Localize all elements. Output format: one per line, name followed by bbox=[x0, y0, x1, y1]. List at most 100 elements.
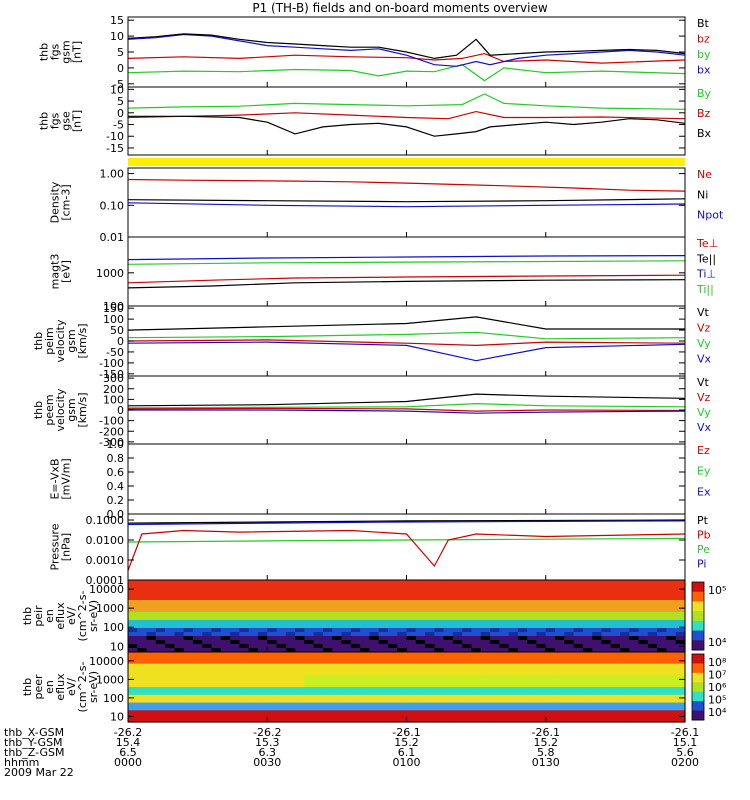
spectrogram-cell bbox=[230, 600, 240, 605]
spectrogram-cell bbox=[174, 710, 185, 715]
spectrogram-cell bbox=[165, 608, 176, 613]
spectrogram-cell bbox=[397, 655, 408, 661]
spectrogram-cell bbox=[647, 663, 658, 669]
spectrogram-cell bbox=[211, 596, 222, 601]
spectrogram-cell bbox=[638, 714, 649, 719]
spectrogram-cell bbox=[480, 632, 491, 637]
spectrogram-cell bbox=[165, 640, 176, 645]
spectrogram-cell bbox=[508, 718, 519, 723]
spectrogram-cell bbox=[582, 624, 593, 629]
spectrogram-cell bbox=[620, 679, 630, 684]
spectrogram-cell bbox=[276, 628, 287, 633]
spectrogram-cell bbox=[295, 644, 305, 649]
spectrogram-cell bbox=[267, 628, 278, 633]
spectrogram-cell bbox=[517, 679, 528, 684]
spectrogram-cell bbox=[462, 652, 473, 657]
spectrogram-cell bbox=[406, 667, 417, 673]
spectrogram-cell bbox=[350, 600, 361, 605]
spectrogram-cell bbox=[425, 620, 435, 625]
spectrogram-cell bbox=[387, 718, 398, 723]
spectrogram-cell bbox=[647, 667, 658, 673]
spectrogram-cell bbox=[137, 636, 148, 641]
spectrogram-cell bbox=[397, 588, 408, 593]
spectrogram-cell bbox=[295, 580, 305, 585]
spectrogram-cell bbox=[165, 679, 176, 684]
spectrogram-cell bbox=[165, 604, 176, 609]
spectrogram-cell bbox=[434, 644, 445, 649]
panel-frame bbox=[127, 86, 686, 156]
spectrogram-cell bbox=[545, 648, 556, 653]
spectrogram-cell bbox=[360, 640, 370, 645]
spectrogram-cell bbox=[285, 652, 296, 657]
spectrogram-cell bbox=[573, 588, 584, 593]
spectrogram-cell bbox=[508, 714, 519, 719]
spectrogram-cell bbox=[462, 659, 473, 665]
spectrogram-cell bbox=[378, 608, 389, 613]
spectrogram-cell bbox=[592, 636, 603, 641]
spectrogram-cell bbox=[555, 710, 565, 715]
spectrogram-cell bbox=[462, 592, 473, 597]
spectrogram-cell bbox=[443, 592, 454, 597]
spectrogram-cell bbox=[536, 663, 547, 669]
spectrogram-cell bbox=[397, 648, 408, 653]
spectrogram-cell bbox=[406, 584, 417, 589]
spectrogram-cell bbox=[610, 675, 621, 680]
series-line-temperature-1 bbox=[127, 260, 686, 265]
spectrogram-cell bbox=[620, 675, 630, 680]
spectrogram-cell bbox=[415, 706, 426, 711]
spectrogram-cell bbox=[369, 659, 380, 665]
spectrogram-cell bbox=[657, 687, 668, 692]
spectrogram-cell bbox=[183, 612, 194, 617]
spectrogram-cell bbox=[285, 659, 296, 665]
spectrogram-cell bbox=[499, 592, 510, 597]
spectrogram-cell bbox=[480, 702, 491, 708]
spectrogram-cell bbox=[657, 655, 668, 661]
spectrogram-cell bbox=[536, 604, 547, 609]
spectrogram-cell bbox=[471, 714, 482, 719]
spectrogram-cell bbox=[555, 596, 565, 601]
spectrogram-cell bbox=[434, 612, 445, 617]
spectrogram-cell bbox=[425, 706, 435, 711]
spectrogram-cell bbox=[267, 620, 278, 625]
spectrogram-cell bbox=[202, 644, 213, 649]
spectrogram-cell bbox=[248, 710, 259, 715]
spectrogram-cell bbox=[629, 679, 640, 684]
spectrogram-cell bbox=[285, 679, 296, 684]
spectrogram-cell bbox=[267, 655, 278, 661]
spectrogram-cell bbox=[257, 640, 268, 645]
spectrogram-cell bbox=[610, 596, 621, 601]
spectrogram-cell bbox=[239, 588, 250, 593]
spectrogram-cell bbox=[332, 667, 343, 673]
spectrogram-cell bbox=[443, 648, 454, 653]
spectrogram-cell bbox=[480, 608, 491, 613]
spectrogram-cell bbox=[137, 608, 148, 613]
spectrogram-cell bbox=[304, 648, 315, 653]
spectrogram-cell bbox=[322, 608, 333, 613]
spectrogram-cell bbox=[322, 698, 333, 704]
spectrogram-cell bbox=[471, 624, 482, 629]
spectrogram-cell bbox=[555, 675, 565, 680]
spectrogram-cell bbox=[239, 687, 250, 692]
spectrogram-cell bbox=[647, 616, 658, 621]
x-row-value: -26.2 bbox=[253, 726, 281, 739]
spectrogram-cell bbox=[657, 604, 668, 609]
spectrogram-cell bbox=[174, 655, 185, 661]
spectrogram-cell bbox=[657, 620, 668, 625]
spectrogram-cell bbox=[341, 584, 352, 589]
spectrogram-cell bbox=[313, 620, 324, 625]
spectrogram-cell bbox=[638, 694, 649, 700]
spectrogram-cell bbox=[517, 612, 528, 617]
spectrogram-cell bbox=[397, 690, 408, 696]
spectrogram-cell bbox=[304, 628, 315, 633]
legend-entry: Vy bbox=[697, 406, 711, 419]
spectrogram-cell bbox=[480, 710, 491, 715]
spectrogram-cell bbox=[601, 580, 612, 585]
spectrogram-cell bbox=[638, 648, 649, 653]
spectrogram-cell bbox=[276, 718, 287, 723]
spectrogram-cell bbox=[220, 706, 231, 711]
spectrogram-cell bbox=[267, 698, 278, 704]
spectrogram-cell bbox=[647, 624, 658, 629]
spectrogram-cell bbox=[425, 612, 435, 617]
spectrogram-cell bbox=[211, 698, 222, 704]
